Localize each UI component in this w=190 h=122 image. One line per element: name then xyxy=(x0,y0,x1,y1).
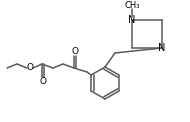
Text: O: O xyxy=(40,76,47,86)
Text: N: N xyxy=(128,15,136,25)
Text: O: O xyxy=(71,47,78,56)
Text: N: N xyxy=(158,43,166,53)
Text: CH₃: CH₃ xyxy=(124,1,140,10)
Text: O: O xyxy=(26,63,33,72)
